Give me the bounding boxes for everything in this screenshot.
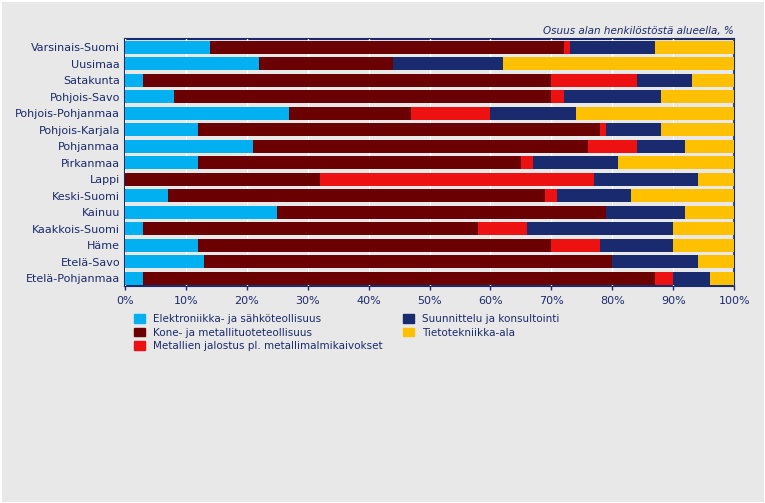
Bar (612, 256, 698, 268)
Bar (204, 256, 612, 268)
Bar (289, 107, 412, 120)
Bar (125, 173, 320, 186)
Bar (710, 272, 734, 285)
Bar (252, 140, 588, 152)
Bar (143, 272, 655, 285)
Bar (143, 222, 478, 235)
Bar (198, 123, 600, 136)
Bar (125, 222, 143, 235)
Bar (558, 189, 630, 202)
Bar (685, 206, 734, 219)
Bar (198, 239, 552, 252)
Bar (636, 74, 692, 87)
Bar (552, 74, 636, 87)
Bar (143, 74, 552, 87)
Bar (552, 90, 564, 103)
Bar (125, 272, 143, 285)
Bar (655, 272, 673, 285)
Bar (174, 90, 552, 103)
Bar (125, 140, 252, 152)
Bar (503, 57, 734, 70)
Bar (564, 90, 661, 103)
Bar (168, 189, 545, 202)
Bar (125, 90, 174, 103)
Bar (125, 74, 143, 87)
Bar (521, 156, 533, 169)
Bar (545, 189, 558, 202)
Bar (636, 140, 685, 152)
Bar (125, 107, 289, 120)
Bar (564, 41, 570, 54)
Bar (552, 239, 600, 252)
Bar (661, 123, 734, 136)
Bar (606, 123, 661, 136)
Bar (490, 107, 576, 120)
Bar (320, 173, 594, 186)
Bar (606, 206, 685, 219)
Bar (661, 90, 734, 103)
Text: Osuus alan henkilöstöstä alueella, %: Osuus alan henkilöstöstä alueella, % (543, 27, 734, 36)
Bar (600, 239, 673, 252)
Bar (594, 173, 698, 186)
Bar (655, 41, 734, 54)
Bar (393, 57, 503, 70)
Bar (588, 140, 636, 152)
Bar (673, 239, 734, 252)
Bar (673, 222, 734, 235)
Bar (277, 206, 606, 219)
Legend: Elektroniikka- ja sähköteollisuus, Kone- ja metallituoteteollisuus, Metallien ja: Elektroniikka- ja sähköteollisuus, Kone-… (130, 310, 564, 356)
Bar (576, 107, 734, 120)
Bar (618, 156, 734, 169)
Bar (673, 272, 710, 285)
Bar (125, 41, 210, 54)
Bar (412, 107, 490, 120)
Bar (600, 123, 606, 136)
Bar (198, 156, 521, 169)
Bar (478, 222, 527, 235)
Bar (210, 41, 564, 54)
Bar (125, 156, 198, 169)
Bar (692, 74, 734, 87)
Bar (125, 123, 198, 136)
Bar (125, 256, 204, 268)
Bar (125, 206, 277, 219)
Bar (570, 41, 655, 54)
Bar (125, 57, 259, 70)
Bar (527, 222, 673, 235)
Bar (259, 57, 393, 70)
Bar (533, 156, 618, 169)
Bar (125, 239, 198, 252)
Bar (125, 189, 168, 202)
Bar (698, 256, 734, 268)
Bar (698, 173, 734, 186)
Bar (630, 189, 734, 202)
Bar (685, 140, 734, 152)
